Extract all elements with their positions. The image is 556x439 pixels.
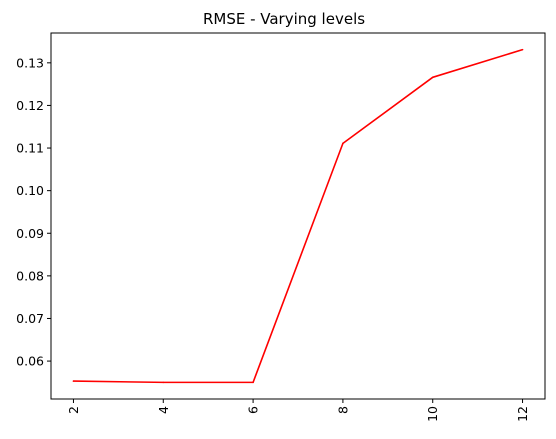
- x-axis: 2 4 6 8 10 12: [66, 399, 530, 422]
- y-tick-label: 0.06: [16, 354, 44, 369]
- x-tick-label: 6: [246, 406, 261, 414]
- y-tick-label: 0.11: [16, 141, 44, 156]
- x-tick-label: 4: [156, 406, 171, 414]
- y-tick-label: 0.09: [16, 226, 44, 241]
- y-tick-label: 0.12: [16, 98, 44, 113]
- chart-title: RMSE - Varying levels: [203, 10, 365, 28]
- y-tick-label: 0.10: [16, 183, 44, 198]
- data-point: [252, 381, 254, 384]
- data-point: [162, 381, 165, 384]
- data-point: [342, 142, 344, 145]
- data-point: [521, 48, 524, 51]
- data-point: [431, 76, 434, 79]
- y-tick-label: 0.07: [16, 311, 44, 326]
- x-tick-label: 10: [425, 406, 440, 422]
- x-tick-label: 12: [515, 406, 530, 422]
- y-tick-label: 0.08: [16, 268, 44, 283]
- series-group: [72, 48, 524, 384]
- series-line: [73, 48, 523, 384]
- y-tick-label: 0.13: [16, 55, 44, 70]
- x-tick-label: 8: [335, 406, 350, 414]
- x-tick-label: 2: [66, 406, 81, 414]
- data-point: [72, 380, 75, 382]
- plot-frame: [50, 32, 546, 400]
- y-axis: 0.06 0.07 0.08 0.09 0.10 0.11 0.12 0.13: [16, 55, 51, 369]
